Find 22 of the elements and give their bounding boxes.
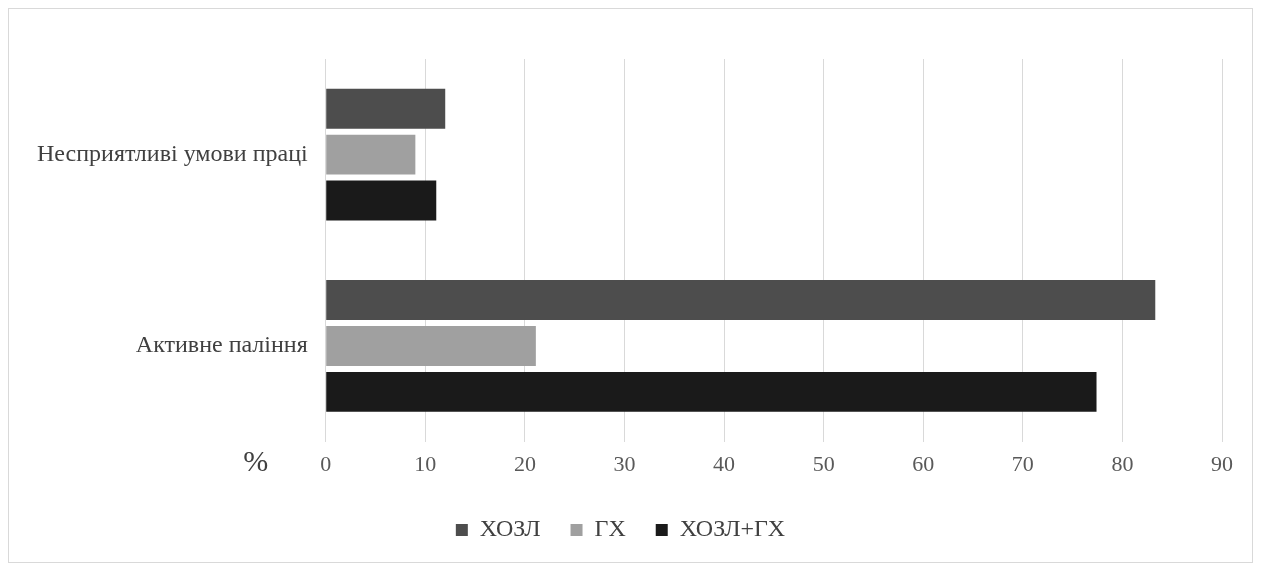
bar <box>326 325 536 366</box>
x-tick-label: 10 <box>414 450 437 476</box>
x-tick-label: 90 <box>1211 450 1233 476</box>
y-tick-label: Активне паління <box>135 331 308 358</box>
x-tick-label: 30 <box>613 450 636 476</box>
bar <box>326 180 437 221</box>
bar <box>326 371 1097 412</box>
x-tick-label: 0 <box>320 450 332 476</box>
legend-label: ГХ <box>594 515 626 542</box>
x-tick-label: 20 <box>513 450 536 476</box>
legend-label: ХОЗЛ <box>479 515 541 542</box>
bar <box>326 134 416 175</box>
x-tick-label: 50 <box>812 450 835 476</box>
x-tick-label: 70 <box>1011 450 1034 476</box>
legend-label: ХОЗЛ+ГХ <box>679 515 786 542</box>
bar <box>326 88 446 129</box>
bar <box>326 280 1156 321</box>
x-tick-label: 60 <box>912 450 935 476</box>
x-axis-title: % <box>243 444 269 478</box>
x-tick-label: 40 <box>713 450 736 476</box>
x-tick-label: 80 <box>1111 450 1134 476</box>
y-tick-label: Несприятливі умови праці <box>36 139 309 166</box>
